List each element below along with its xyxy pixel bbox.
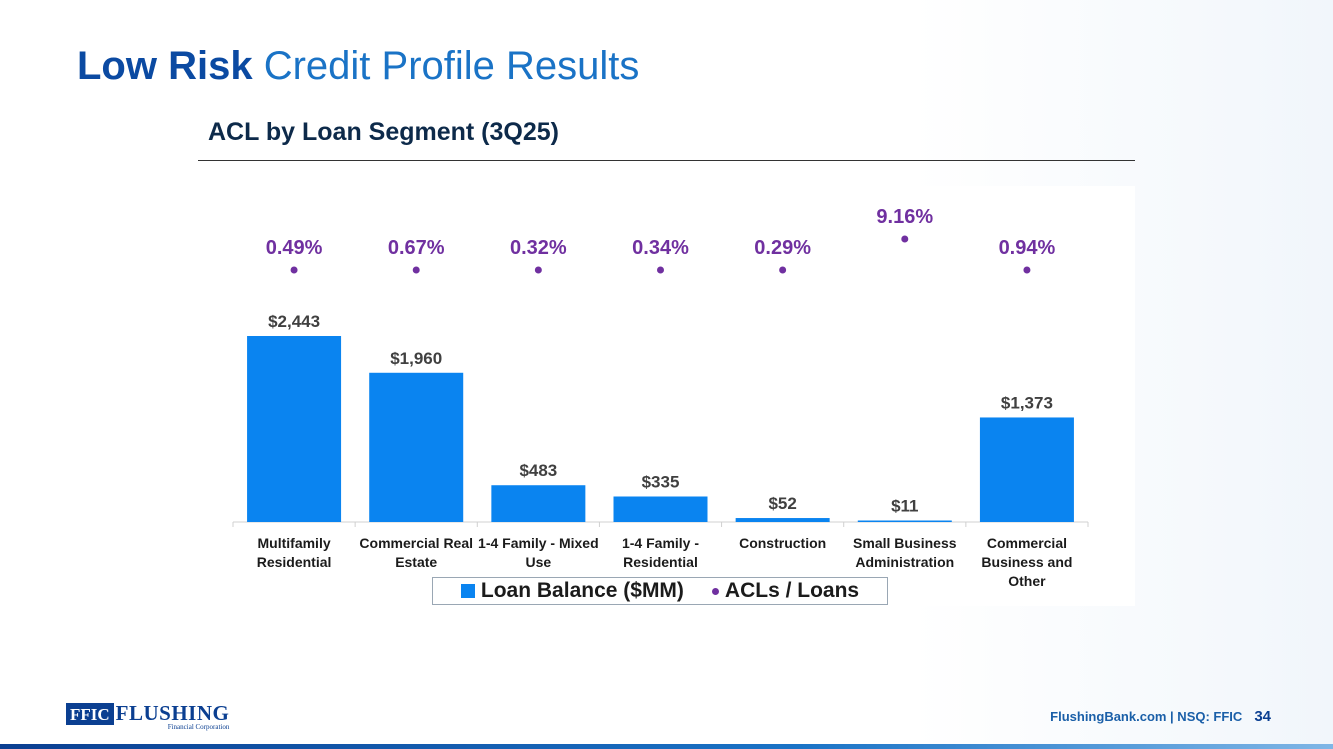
- category-label: 1-4 Family -: [622, 535, 699, 551]
- category-label: Administration: [855, 554, 954, 570]
- footer-site: FlushingBank.com | NSQ: FFIC: [1050, 709, 1243, 724]
- acl-ratio-dot: [412, 266, 420, 274]
- legend-label-acl-ratio: ACLs / Loans: [724, 579, 860, 602]
- acl-ratio-label: 0.94%: [999, 237, 1056, 259]
- acl-ratio-label: 9.16%: [876, 206, 933, 228]
- bar-value-label: $11: [891, 497, 918, 516]
- category-label: Commercial: [987, 535, 1067, 551]
- divider-line: [198, 160, 1135, 161]
- category-label: Multifamily: [258, 535, 331, 551]
- acl-ratio-label: 0.32%: [510, 237, 567, 259]
- chart-legend: Loan Balance ($MM) ACLs / Loans: [432, 577, 888, 605]
- category-label: Other: [1008, 573, 1046, 589]
- bottom-accent-bar: [0, 744, 1333, 749]
- acl-ratio-dot: [901, 235, 909, 243]
- title-rest: Credit Profile Results: [252, 44, 640, 88]
- logo-ticker-box: FFIC: [66, 703, 114, 725]
- bar-value-label: $335: [642, 472, 680, 491]
- bar-loan-balance: [613, 496, 708, 522]
- logo-name: FLUSHING: [115, 701, 230, 725]
- category-label: Commercial Real: [359, 535, 473, 551]
- legend-dot-swatch: [711, 587, 719, 595]
- acl-ratio-label: 0.67%: [388, 237, 445, 259]
- category-label: Estate: [395, 554, 437, 570]
- logo-subtitle: Financial Corporation: [167, 723, 230, 731]
- acl-ratio-label: 0.49%: [266, 237, 323, 259]
- bar-value-label: $483: [519, 461, 557, 480]
- chart-panel: $2,443 $1,960 $483 $335 $52 $11 $1,373 0.49% 0.6…: [198, 186, 1135, 606]
- legend-item-loan-balance: Loan Balance ($MM): [460, 579, 684, 603]
- acl-chart: $2,443 $1,960 $483 $335 $52 $11 $1,373 0.49% 0.6…: [232, 206, 1089, 589]
- acl-ratio-label: 0.34%: [632, 237, 689, 259]
- bar-loan-balance: [979, 417, 1074, 522]
- bar-value-label: $2,443: [268, 312, 320, 331]
- bar-loan-balance: [247, 336, 342, 522]
- bar-loan-balance: [491, 485, 586, 522]
- bar-value-label: $52: [768, 494, 796, 513]
- bar-loan-balance: [369, 372, 464, 522]
- page-title: Low Risk Credit Profile Results: [77, 44, 639, 89]
- acl-ratio-dot: [779, 266, 787, 274]
- bar-value-label: $1,373: [1001, 393, 1053, 412]
- category-label: Small Business: [853, 535, 957, 551]
- legend-bar-swatch: [460, 584, 475, 598]
- bar-value-label: $1,960: [390, 349, 442, 368]
- acl-ratio-dot: [657, 266, 664, 274]
- category-label: Residential: [623, 554, 698, 570]
- acl-ratio-dot: [1023, 266, 1031, 274]
- bar-loan-balance: [735, 518, 830, 522]
- page-number: 34: [1254, 708, 1271, 725]
- category-label: Use: [526, 554, 552, 570]
- category-label: Business and: [981, 554, 1072, 570]
- logo-text: FLUSHING Financial Corporation: [115, 701, 230, 732]
- category-label: 1-4 Family - Mixed: [478, 535, 599, 551]
- acl-ratio-label: 0.29%: [754, 237, 811, 259]
- title-emphasis: Low Risk: [77, 44, 253, 88]
- chart-subtitle: ACL by Loan Segment (3Q25): [208, 118, 559, 146]
- category-label: Construction: [739, 535, 826, 551]
- company-logo: FFIC FLUSHING Financial Corporation: [66, 703, 229, 731]
- footer: FlushingBank.com | NSQ: FFIC 34: [1050, 708, 1271, 725]
- acl-ratio-dot: [290, 266, 298, 274]
- category-label: Residential: [257, 554, 332, 570]
- legend-label-loan-balance: Loan Balance ($MM): [480, 579, 684, 602]
- acl-ratio-dot: [534, 266, 542, 274]
- bar-loan-balance: [857, 520, 952, 522]
- legend-item-acl-ratio: ACLs / Loans: [711, 579, 860, 603]
